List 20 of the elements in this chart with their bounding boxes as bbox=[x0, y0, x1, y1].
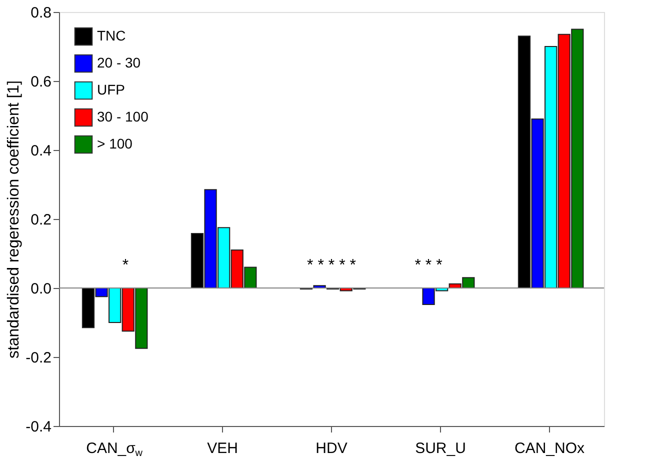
legend-label: TNC bbox=[97, 28, 126, 44]
legend-label: 20 - 30 bbox=[97, 54, 141, 70]
annotation: * bbox=[122, 257, 129, 274]
x-tick-label: HDV bbox=[316, 440, 348, 457]
y-tick-label: 0.4 bbox=[30, 142, 52, 160]
y-tick-label: 0.6 bbox=[30, 74, 52, 90]
legend-label: UFP bbox=[97, 82, 125, 98]
y-tick-label: -0.4 bbox=[26, 418, 52, 436]
annotation: * * * * * bbox=[307, 257, 356, 274]
y-tick-label: -0.2 bbox=[26, 350, 52, 366]
annotation: * * * bbox=[414, 257, 442, 274]
y-tick-label: 0.2 bbox=[30, 212, 52, 228]
x-tick-label: SUR_U bbox=[415, 440, 466, 457]
y-tick-label: 0.8 bbox=[30, 4, 52, 22]
legend-label: 30 - 100 bbox=[97, 108, 149, 124]
y-axis-title: standardised regeression coefficient [1] bbox=[6, 80, 23, 359]
legend-label: > 100 bbox=[97, 136, 133, 152]
y-tick-label: 0.0 bbox=[30, 280, 52, 298]
x-tick-label: VEH bbox=[207, 440, 238, 457]
x-tick-label: CAN_NOx bbox=[514, 440, 586, 457]
